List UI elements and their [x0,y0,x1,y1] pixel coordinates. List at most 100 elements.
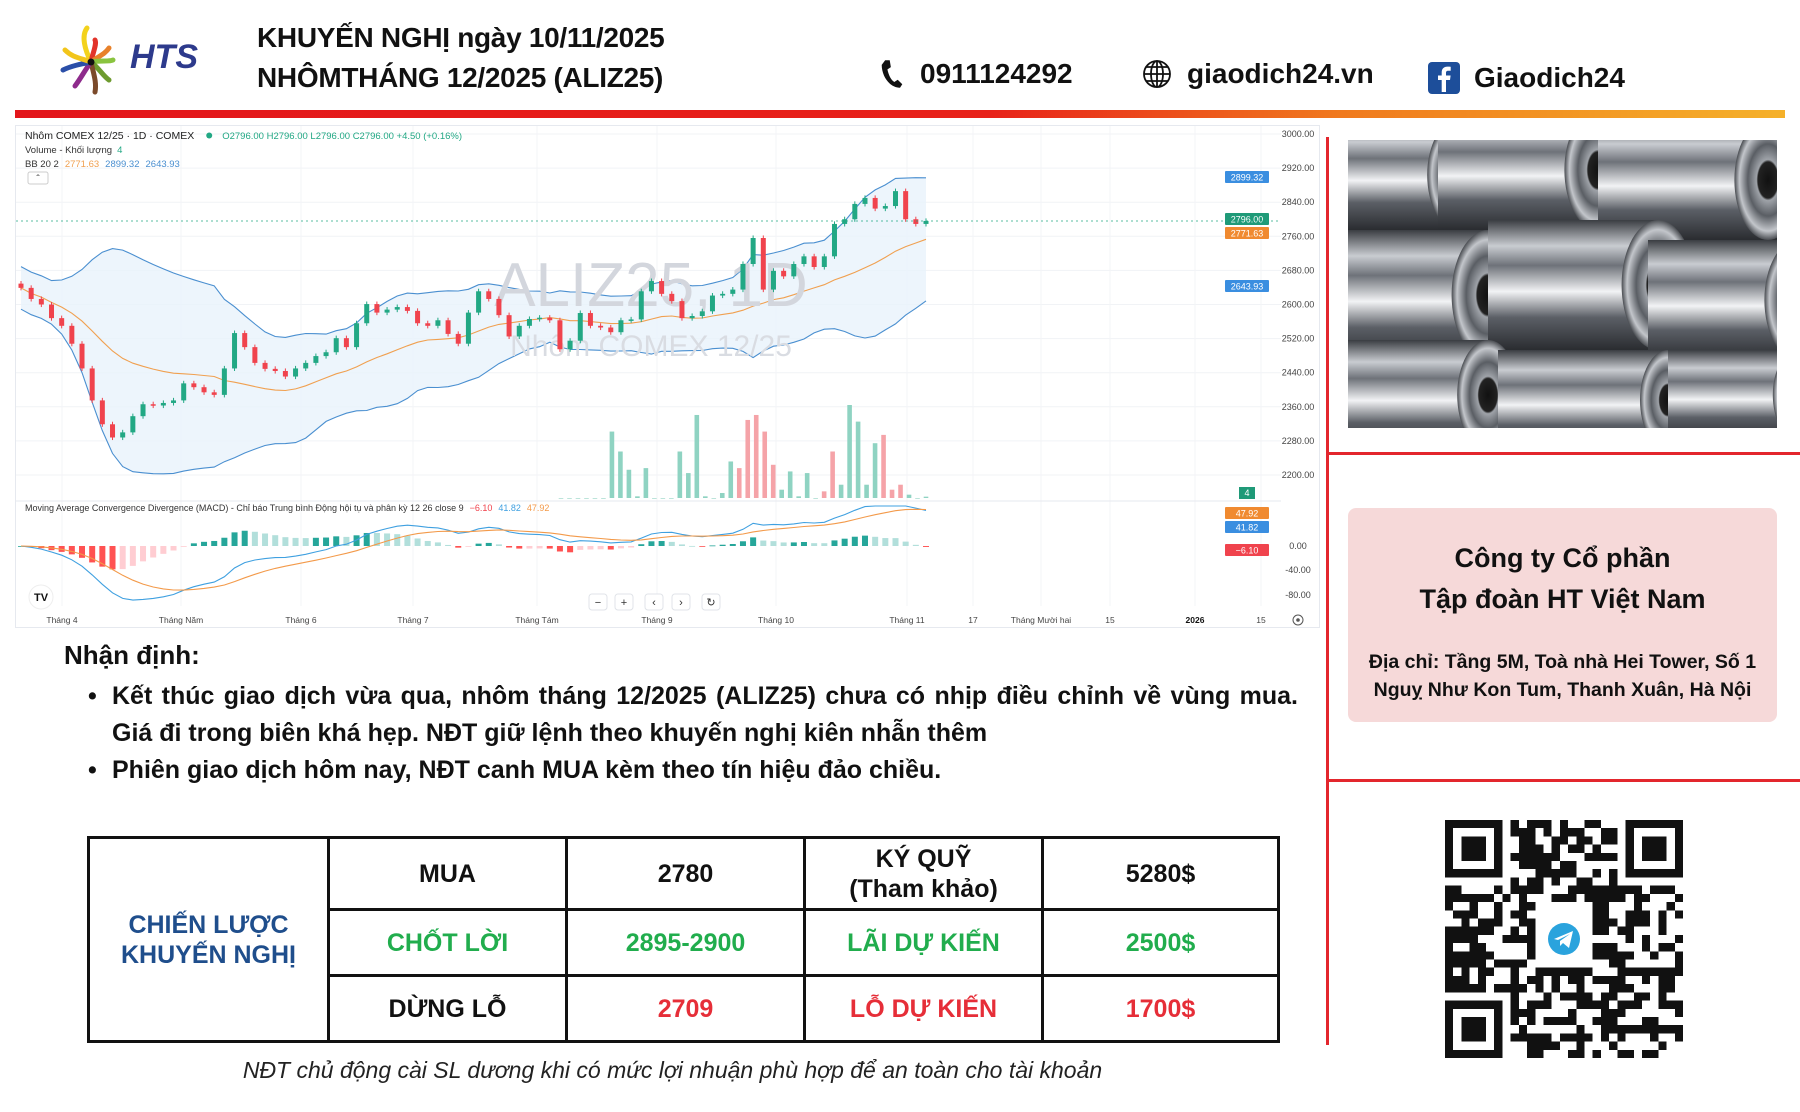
candle [181,383,187,401]
qr-module [1584,1033,1593,1042]
qr-module [1600,1000,1610,1009]
qr-module [1576,844,1585,853]
macd-histogram-bar [811,543,818,546]
candle [150,404,156,406]
candle [567,340,573,350]
qr-module [1600,893,1610,903]
candle [79,343,85,369]
qr-module [1461,934,1470,944]
time-tick-label: 17 [968,615,978,625]
qr-module [1658,1041,1667,1050]
qr-module [1518,959,1528,968]
telegram-qr-code[interactable] [1445,820,1683,1058]
macd-histogram-bar [394,534,401,546]
qr-module [1518,844,1528,853]
qr-module [1535,852,1544,862]
assessment-text: Kết thúc giao dịch vừa qua, nhôm tháng 1… [112,682,1298,747]
collapse-legend-button[interactable] [27,171,49,185]
qr-module [1461,1016,1487,1042]
qr-module [1559,836,1569,845]
qr-module [1592,1049,1601,1058]
qr-module [1445,926,1454,935]
qr-module [1527,885,1536,894]
volume-legend: Volume - Khối lượng [25,145,112,156]
macd-histogram-bar [760,540,767,546]
buy-price: 2780 [565,836,806,911]
candle [140,404,146,417]
macd-histogram-bar [272,535,279,546]
qr-module [1461,959,1470,968]
macd-histogram-bar [231,532,238,546]
qr-module [1674,893,1683,903]
candle [160,402,166,406]
qr-module [1600,926,1610,935]
qr-module [1535,1033,1544,1042]
macd-histogram-bar [597,546,604,550]
macd-line-value: 41.82 [498,503,521,513]
qr-module [1527,836,1536,845]
chart-nav-button[interactable]: ‹ [644,593,664,611]
qr-module [1617,1025,1626,1034]
qr-module [1674,951,1683,960]
macd-histogram-bar [282,537,289,546]
qr-module [1625,910,1634,919]
candle [679,301,685,319]
volume-bar [618,451,623,498]
chart-symbol[interactable]: Nhôm COMEX 12/25 · 1D · COMEX [25,130,194,142]
qr-module [1559,861,1569,870]
settings-icon[interactable] [1292,614,1304,626]
qr-module [1453,910,1462,919]
chart-nav-button[interactable]: − [588,593,608,611]
price-tick-label: 3000.00 [1282,129,1315,139]
chart-nav-button[interactable]: + [614,593,634,611]
qr-module [1584,836,1593,845]
ohlc-values: O2796.00 H2796.00 L2796.00 C2796.00 +4.5… [222,131,462,142]
macd-histogram-bar [424,540,431,546]
price-chart-panel[interactable]: ALIZ25, 1D Nhôm COMEX 12/25 3000.00 2920.… [15,125,1320,628]
candle [89,368,95,401]
macd-histogram-bar [241,530,248,546]
chart-nav-button[interactable]: › [671,593,691,611]
volume-tag-label: 4 [1244,488,1249,498]
price-chart[interactable]: ALIZ25, 1D Nhôm COMEX 12/25 3000.002920.… [16,126,1321,629]
candle [882,206,888,209]
qr-module [1559,992,1569,1001]
time-tick-label: Tháng 4 [46,615,77,625]
qr-module [1633,1025,1642,1034]
qr-module [1535,1000,1544,1009]
chart-nav-button[interactable]: ↻ [701,593,721,611]
candle [99,400,105,425]
qr-module [1477,967,1487,976]
qr-module [1592,885,1601,894]
candle [476,291,482,313]
qr-module [1527,844,1536,853]
qr-module [1625,1025,1634,1034]
qr-module [1502,934,1511,944]
macd-histogram-bar [353,535,360,546]
qr-module [1650,967,1659,976]
qr-module [1592,852,1601,862]
volume-bar [567,498,572,499]
macd-histogram-bar [780,542,787,546]
candle [364,304,370,324]
qr-module [1674,910,1683,919]
qr-module [1469,951,1478,960]
qr-module [1633,910,1642,919]
qr-module [1576,1041,1585,1050]
macd-histogram-bar [617,546,624,549]
qr-module [1576,1033,1585,1042]
website-link[interactable]: giaodich24.vn [1141,58,1374,90]
qr-module [1453,975,1462,985]
phone-contact[interactable]: 0911124292 [878,58,1073,90]
candle [831,223,837,257]
price-tick-label: 2600.00 [1282,300,1315,310]
qr-module [1609,1016,1618,1026]
company-info-box: Công ty Cổ phần Tập đoàn HT Việt Nam Địa… [1348,508,1777,722]
price-tick-label: 2920.00 [1282,163,1315,173]
tradingview-logo[interactable]: TV [28,584,54,610]
qr-module [1609,836,1618,845]
qr-module [1543,820,1552,829]
qr-module [1674,967,1683,976]
facebook-link[interactable]: Giaodich24 [1428,62,1625,94]
macd-histogram-bar [89,546,96,563]
